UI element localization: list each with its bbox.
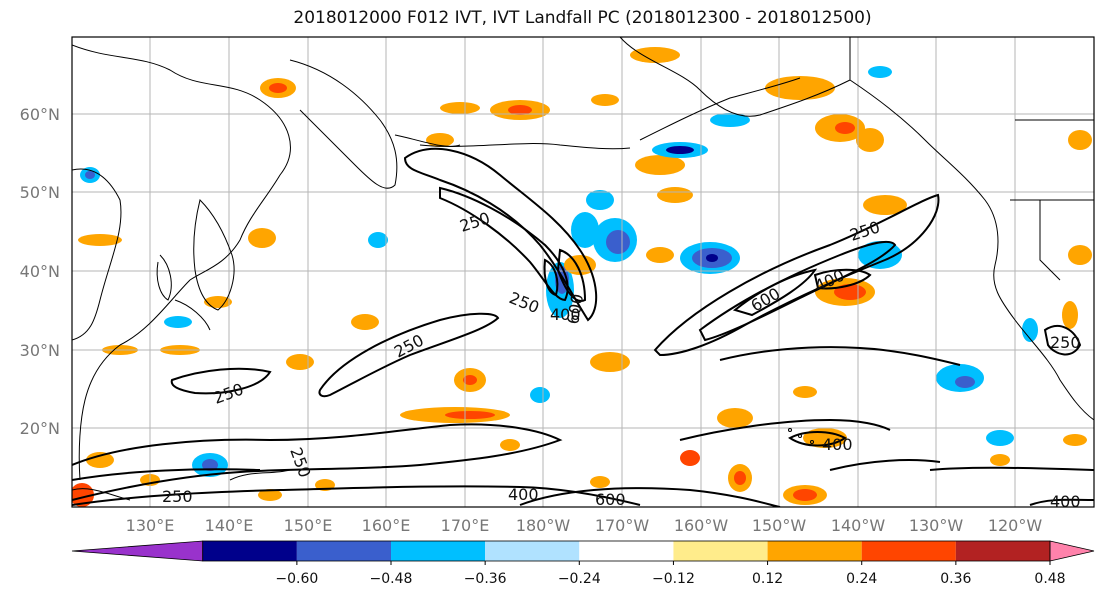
contour-label: 250 — [1050, 333, 1081, 352]
colorbar-box — [767, 541, 862, 561]
colorbar-box — [391, 541, 486, 561]
colorbar-extend-min — [71, 540, 204, 562]
map-title: 2018012000 F012 IVT, IVT Landfall PC (20… — [293, 8, 872, 28]
contour-label: 250 — [162, 487, 193, 506]
lon-label: 120°W — [988, 516, 1043, 535]
contour-label: 400 — [508, 485, 539, 504]
colorbar-tick-label: −0.12 — [652, 571, 695, 587]
lon-label: 130°W — [909, 516, 964, 535]
contour-label: 600 — [595, 490, 626, 509]
colorbar-box — [673, 541, 768, 561]
lon-label: 140°W — [831, 516, 886, 535]
contour-label: 400 — [550, 305, 581, 324]
contour-label: 400 — [1050, 492, 1081, 511]
graticule — [72, 37, 1094, 507]
colorbar-tick-label: −0.36 — [464, 571, 507, 587]
colorbar-box — [296, 541, 392, 561]
lon-labels: 130°E 140°E 150°E 160°E 170°E 180°W 170°… — [126, 516, 1043, 535]
colorbar-box — [861, 541, 956, 561]
colorbar-box — [202, 541, 297, 561]
lat-labels: 60°N 50°N 40°N 30°N 20°N — [20, 105, 60, 438]
lon-label: 150°E — [284, 516, 333, 535]
colorbar-tick-label: 0.24 — [846, 571, 877, 587]
lon-label: 160°W — [674, 516, 729, 535]
lon-label: 180°W — [516, 516, 571, 535]
ivt-contours — [72, 147, 1094, 507]
lat-label: 60°N — [20, 105, 60, 124]
colorbar-box — [579, 541, 674, 561]
lat-label: 50°N — [20, 183, 60, 202]
colorbar-tick-label: 0.48 — [1034, 571, 1065, 587]
map-border — [71, 36, 1095, 508]
lon-label: 170°E — [441, 516, 490, 535]
lon-label: 150°W — [752, 516, 807, 535]
contour-label: 400 — [822, 435, 853, 454]
lat-label: 30°N — [20, 341, 60, 360]
shaded-anomalies — [72, 47, 1092, 507]
colorbar-tick-label: −0.60 — [275, 571, 318, 587]
lon-label: 140°E — [205, 516, 254, 535]
colorbar-tick-label: 0.12 — [752, 571, 783, 587]
colorbar-tick-label: −0.48 — [370, 571, 413, 587]
colorbar-tick-label: −0.24 — [558, 571, 601, 587]
lon-label: 160°E — [362, 516, 411, 535]
lon-label: 130°E — [126, 516, 175, 535]
coastlines — [72, 37, 1094, 501]
colorbar-tick-label: 0.36 — [940, 571, 971, 587]
lat-label: 40°N — [20, 262, 60, 281]
colorbar-box — [955, 541, 1050, 561]
colorbar-extend-max — [1049, 540, 1095, 562]
lat-label: 20°N — [20, 419, 60, 438]
lon-label: 170°W — [595, 516, 650, 535]
colorbar-box — [485, 541, 580, 561]
colorbar: −0.60 −0.48 −0.36 −0.24 −0.12 0.12 0.24 0.36 0.4… — [71, 540, 1095, 587]
colorbar-outline — [202, 540, 1051, 562]
